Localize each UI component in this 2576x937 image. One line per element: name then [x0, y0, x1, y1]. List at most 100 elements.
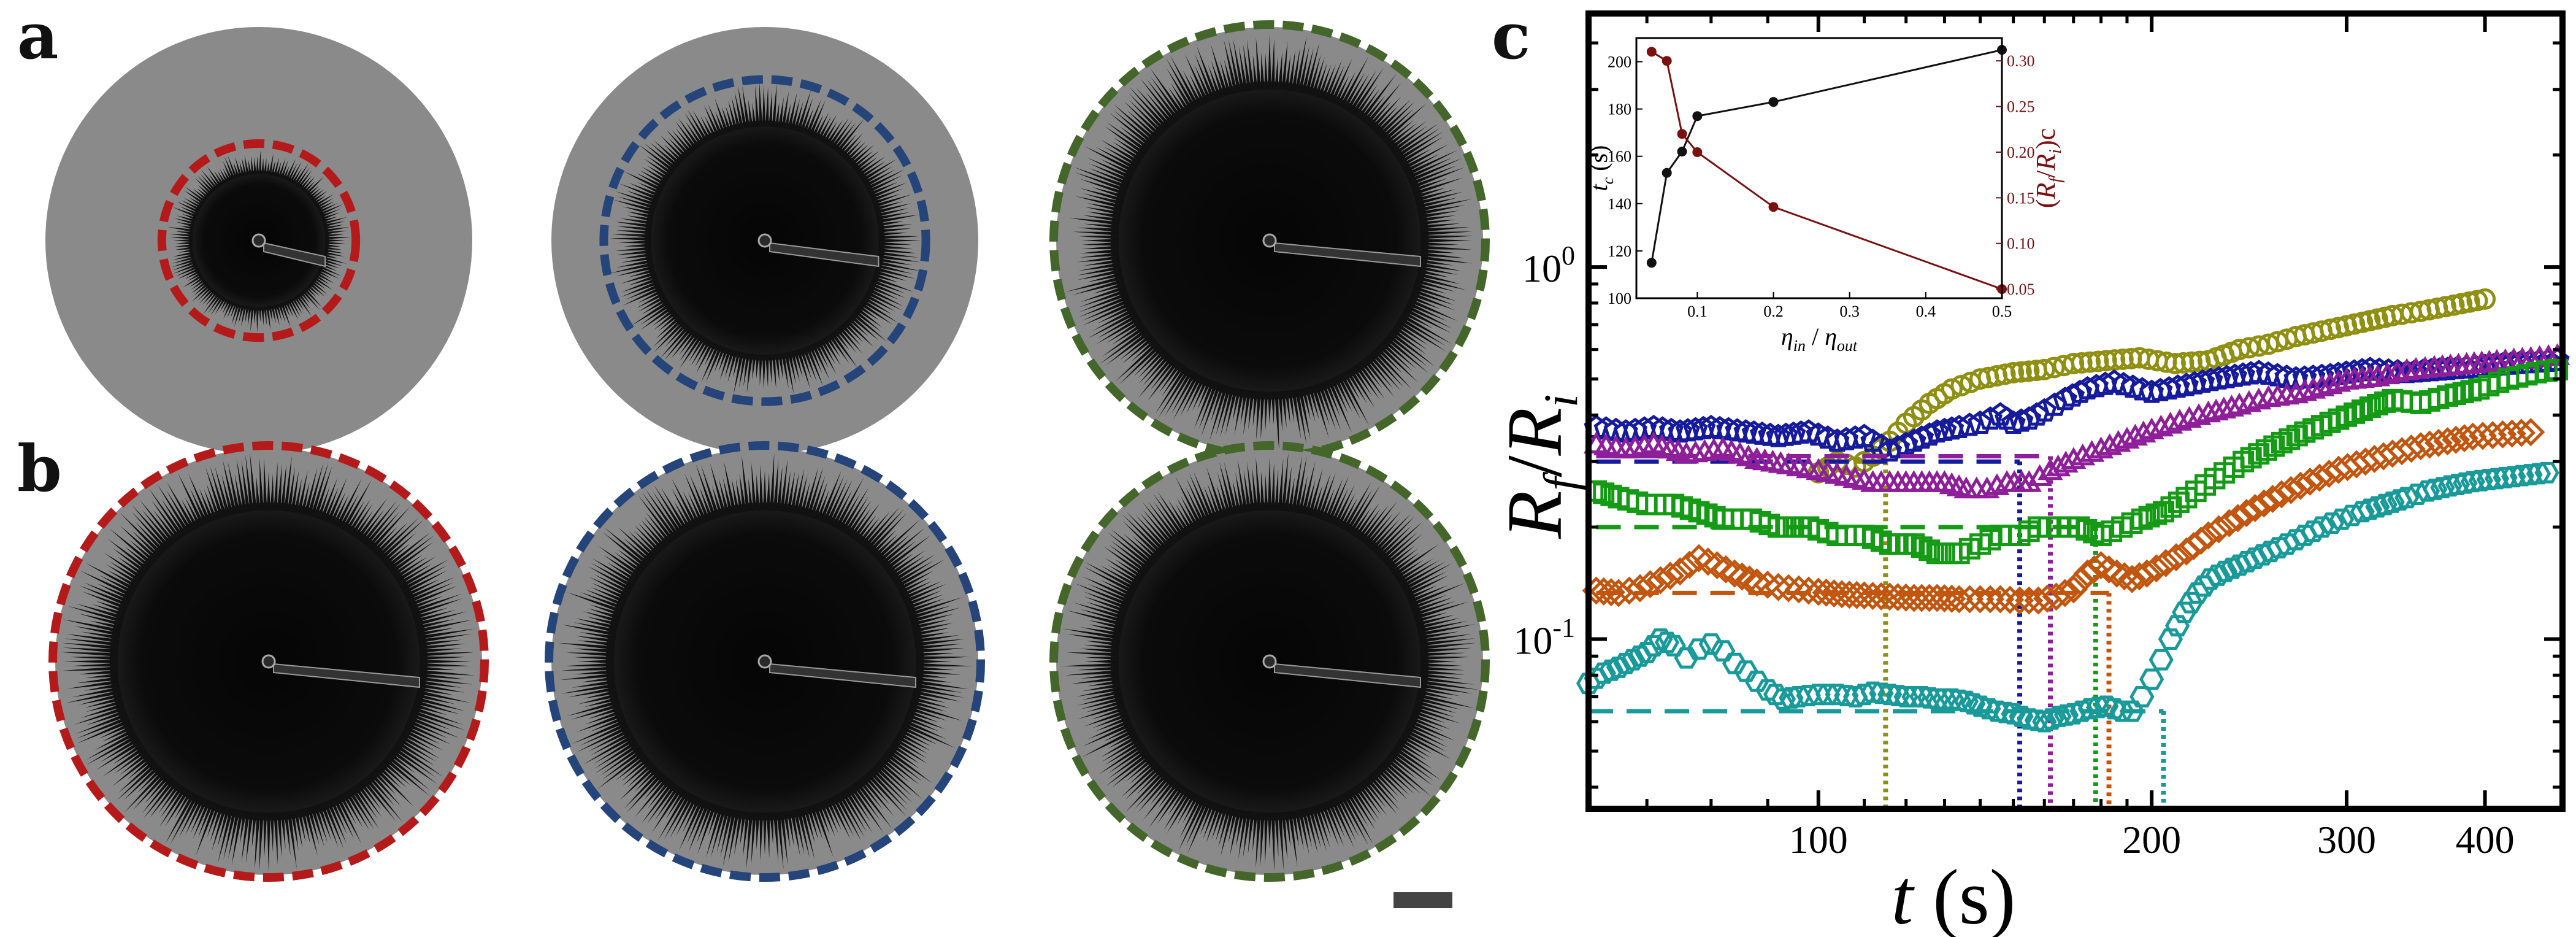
- x-tick-label: 400: [2456, 818, 2515, 862]
- injection-port: [251, 233, 266, 248]
- panel-label-a: a: [17, 0, 58, 74]
- data-point: [1915, 584, 1944, 612]
- data-point: [2017, 406, 2042, 430]
- data-point: [2172, 352, 2195, 374]
- data-point: [1858, 582, 1887, 611]
- data-point: [2410, 358, 2436, 382]
- inset-yl-tick-label: 200: [1608, 53, 1631, 71]
- data-point: [2152, 549, 2180, 577]
- data-point: [2366, 393, 2388, 415]
- data-point: [1711, 555, 1740, 584]
- data-point: [2256, 361, 2281, 385]
- panel-label-c: c: [1492, 0, 1530, 74]
- data-point: [2309, 516, 2334, 538]
- y-axis-sub-i: i: [1534, 394, 1587, 407]
- data-point: [2215, 509, 2244, 538]
- dashed-ring-red: [48, 441, 489, 882]
- data-point: [1733, 660, 1758, 682]
- data-point: [2112, 348, 2134, 370]
- data-point: [2033, 358, 2055, 380]
- data-point: [2250, 489, 2279, 518]
- data-point: [2079, 440, 2105, 462]
- data-point: [2111, 372, 2136, 396]
- data-point: [2142, 554, 2171, 583]
- x-axis-space: [1913, 854, 1933, 937]
- data-point: [2167, 409, 2193, 431]
- data-point: [1742, 568, 1771, 597]
- dashed-ring-red: [157, 139, 361, 342]
- data-point: [1794, 576, 1823, 605]
- data-point: [1976, 698, 2001, 720]
- inset-series-right: [1646, 47, 2007, 295]
- inset-yl-tick-label: 140: [1608, 195, 1631, 213]
- data-point: [1947, 414, 1972, 438]
- data-point: [2101, 369, 2127, 393]
- data-point: [2069, 700, 2095, 722]
- data-point: [2053, 450, 2079, 473]
- data-point: [2094, 695, 2119, 717]
- data-point: [2180, 351, 2202, 373]
- inset-x-tick-label: 0.3: [1839, 303, 1860, 320]
- data-point: [1961, 693, 1986, 715]
- data-point: [2344, 313, 2366, 335]
- inset-yl-unit: (s): [1585, 145, 1612, 177]
- data-point: [1842, 686, 1868, 708]
- data-point: [1683, 417, 1708, 441]
- injection-needle: [273, 663, 420, 688]
- data-point: [2164, 353, 2186, 375]
- data-point: [1763, 684, 1788, 706]
- injection-needle: [769, 663, 916, 688]
- dashed-ring-blue: [599, 75, 930, 406]
- inset-yl-sub: c: [1599, 177, 1617, 184]
- inset-point: [1646, 258, 1657, 268]
- y-tick-base: 10: [1513, 619, 1552, 663]
- data-point: [2068, 516, 2090, 538]
- data-point: [2032, 398, 2057, 422]
- data-point: [1654, 631, 1680, 654]
- data-point: [2474, 288, 2496, 310]
- data-point: [2350, 501, 2375, 523]
- data-point: [1728, 562, 1757, 591]
- data-point: [1901, 428, 1926, 452]
- data-point: [2061, 703, 2086, 725]
- data-point: [1996, 585, 2025, 614]
- inset-yr-tick-label: 0.05: [2007, 280, 2035, 298]
- inset-yr-tick-label: 0.15: [2007, 189, 2035, 207]
- y-tick-base: 10: [1522, 247, 1562, 290]
- data-point: [2174, 372, 2199, 396]
- data-point: [2292, 525, 2317, 546]
- data-point: [2451, 293, 2473, 315]
- data-point: [2186, 403, 2212, 425]
- y-tick-label: 10-1: [1513, 613, 1575, 663]
- data-point: [1784, 575, 1813, 604]
- data-point: [2423, 479, 2448, 500]
- inset-yl-label: tc (s): [1585, 145, 1617, 191]
- y-axis-R2: R: [1491, 407, 1578, 456]
- inset-yr-end: )c: [2031, 128, 2061, 149]
- data-point: [2309, 374, 2335, 396]
- inset-x-tick-label: 0.4: [1916, 303, 1936, 320]
- data-point: [2466, 290, 2488, 312]
- data-point: [2120, 700, 2145, 722]
- inset-yr-tick-label: 0.30: [2007, 52, 2035, 70]
- data-point: [1703, 551, 1731, 580]
- data-point: [2291, 379, 2318, 401]
- data-point: [2394, 487, 2420, 509]
- image-row_a-1: [45, 27, 472, 454]
- inset-x-a-sub: in: [1793, 337, 1806, 355]
- data-point: [1615, 576, 1644, 605]
- inset-point: [1646, 47, 1657, 57]
- inset-yl-tick-label: 180: [1608, 101, 1631, 118]
- data-point: [1693, 547, 1722, 576]
- data-point: [1698, 414, 1723, 438]
- y-axis-label: Rf/Ri: [1491, 394, 1587, 539]
- data-point: [2283, 381, 2309, 404]
- inset-plot: 0.1 0.2 0.3 0.4 0.5 100 120 140 160 180 200 0.05 0.1…: [1585, 37, 2065, 355]
- data-point: [2182, 371, 2207, 395]
- inset-point: [1677, 129, 1687, 139]
- data-point: [2149, 649, 2174, 671]
- data-point: [2305, 463, 2334, 492]
- data-point: [2301, 520, 2326, 542]
- data-point: [2158, 628, 2183, 650]
